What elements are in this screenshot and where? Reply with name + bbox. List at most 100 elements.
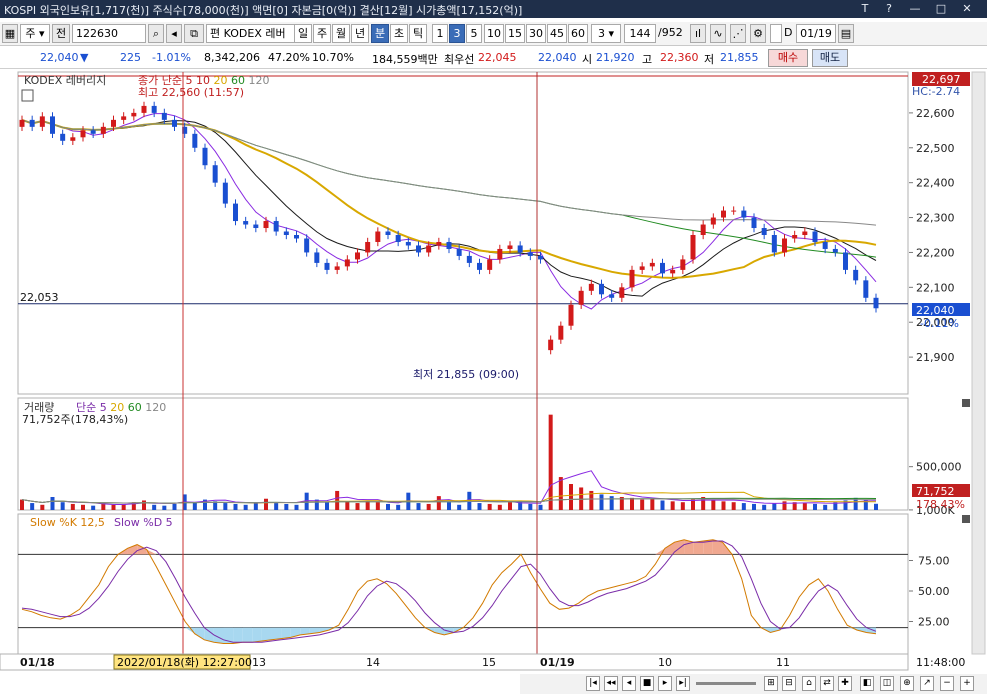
d-label: D [784, 26, 793, 39]
candle-body [670, 269, 676, 274]
price-legend-name: KODEX 레버리지 [24, 74, 106, 87]
layout-icon[interactable]: ▦ [2, 24, 18, 43]
candle-body [497, 248, 503, 260]
play-icon[interactable]: ▸ [658, 676, 672, 691]
volume-bar [589, 490, 594, 510]
stop-icon[interactable]: ■ [640, 676, 654, 691]
period-tick[interactable]: 틱 [409, 24, 427, 43]
candle-body [609, 294, 615, 298]
tool-icon-1[interactable]: ⌂ [802, 676, 816, 691]
pin-icon[interactable]: T [861, 2, 869, 15]
volume-bar [538, 504, 543, 510]
date-input[interactable]: 01/19 [796, 24, 836, 43]
interval-45[interactable]: 45 [547, 24, 567, 43]
down-arrow-icon: ▼ [80, 51, 89, 64]
candle-body [222, 182, 228, 204]
oversold-fill [271, 627, 282, 640]
help-icon[interactable]: ? [886, 2, 892, 15]
zoom-slider[interactable] [696, 682, 756, 685]
tool-icon-2[interactable]: ⇄ [820, 676, 834, 691]
period-year[interactable]: 년 [351, 24, 369, 43]
tool-icon-6[interactable]: ⊕ [900, 676, 914, 691]
interval-10[interactable]: 10 [484, 24, 504, 43]
volume-bar [396, 504, 401, 510]
zoom-in-icon[interactable]: ⊞ [764, 676, 778, 691]
indicator-icon[interactable]: ⋰ [730, 24, 746, 43]
zoom-out-icon[interactable]: ⊟ [782, 676, 796, 691]
volume-bar [630, 497, 634, 510]
period-second[interactable]: 초 [390, 24, 408, 43]
overbought-fill [127, 544, 138, 555]
sell-button[interactable]: 매도 [812, 49, 848, 67]
period-week[interactable]: 주 [313, 24, 331, 43]
oversold-fill [329, 627, 339, 631]
plus-icon[interactable]: + [960, 676, 974, 691]
count-input[interactable]: 144 [624, 24, 656, 43]
market-select[interactable]: 주 ▾ [20, 24, 50, 43]
minus-icon[interactable]: − [940, 676, 954, 691]
oversold-fill [281, 627, 291, 639]
calendar-icon[interactable]: ▤ [838, 24, 854, 43]
period-minute[interactable]: 분 [371, 24, 389, 43]
rewind-icon[interactable]: ◂◂ [604, 676, 618, 691]
volume-bar [701, 497, 706, 510]
interval-select[interactable]: 3 ▾ [591, 24, 621, 43]
volume-bar [863, 499, 868, 510]
dropdown-icon[interactable]: ◂ [166, 24, 182, 43]
grid-toggle-icon[interactable] [21, 89, 34, 102]
draw-icon[interactable]: ∿ [710, 24, 726, 43]
price-legend-ma: 종가 단순 5 10 20 60 120 [138, 74, 269, 87]
candle-body [416, 245, 421, 253]
volume-bar [752, 503, 756, 510]
close-icon[interactable]: ✕ [962, 2, 972, 15]
interval-15[interactable]: 15 [505, 24, 525, 43]
chart-icon[interactable]: ⧉ [184, 24, 204, 43]
play-back-icon[interactable]: ◂ [622, 676, 636, 691]
slow-k-line [21, 539, 877, 644]
tool-icon-7[interactable]: ↗ [920, 676, 934, 691]
interval-60[interactable]: 60 [568, 24, 588, 43]
interval-3[interactable]: 3 [449, 24, 465, 43]
volume-bar [640, 499, 645, 510]
candle-body [151, 105, 157, 113]
candle-body [405, 241, 411, 246]
chart-svg[interactable]: 22,600 22,500 22,400 22,300 22,200 22,100 22,0… [0, 70, 987, 696]
stoch-panel-menu-icon[interactable] [962, 515, 970, 523]
cursor-time-box [113, 654, 251, 670]
candle-body [70, 137, 76, 141]
candle-body [283, 231, 289, 235]
period-day[interactable]: 일 [294, 24, 312, 43]
d-checkbox[interactable] [770, 24, 782, 43]
volume-bar [386, 503, 390, 510]
settings-icon[interactable]: ⚙ [750, 24, 766, 43]
volume-panel-menu-icon[interactable] [962, 399, 970, 407]
volume-bar [253, 502, 258, 510]
price-ytick-label: 22,000 [916, 316, 955, 329]
interval-5[interactable]: 5 [466, 24, 482, 43]
minimize-icon[interactable]: — [909, 2, 921, 15]
volume-bar [772, 503, 777, 510]
tool-icon-5[interactable]: ◫ [880, 676, 894, 691]
buy-button[interactable]: 매수 [768, 49, 808, 67]
tool-icon-3[interactable]: ✚ [838, 676, 852, 691]
period-month[interactable]: 월 [332, 24, 350, 43]
maximize-icon[interactable]: □ [935, 2, 947, 15]
search-icon[interactable]: ⌕ [148, 24, 164, 43]
chart-type-icon[interactable]: ıl [690, 24, 706, 43]
volume-bar [416, 503, 421, 510]
candle-body [680, 259, 686, 270]
volume-bar [619, 497, 624, 510]
interval-1[interactable]: 1 [432, 24, 448, 43]
first-icon[interactable]: |◂ [586, 676, 600, 691]
chart-area[interactable]: 22,600 22,500 22,400 22,300 22,200 22,100 22,0… [0, 70, 987, 696]
legend-span: 60 [231, 74, 249, 87]
prev-button[interactable]: 전 [52, 24, 70, 43]
volume-bar [487, 503, 492, 510]
code-input[interactable]: 122630 [72, 24, 146, 43]
price-tag: 22,697 [922, 73, 961, 86]
interval-30[interactable]: 30 [526, 24, 546, 43]
vertical-scrollbar[interactable] [971, 71, 986, 655]
candle-body [395, 235, 401, 242]
forward-icon[interactable]: ▸| [676, 676, 690, 691]
tool-icon-4[interactable]: ◧ [860, 676, 874, 691]
